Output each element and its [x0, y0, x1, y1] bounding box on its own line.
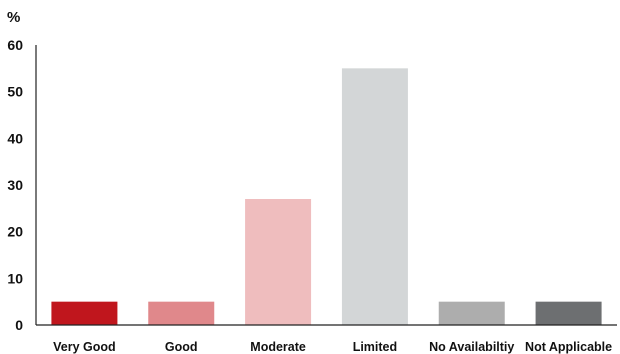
bar — [245, 199, 312, 325]
x-category-label: No Availabiltiy — [429, 340, 514, 354]
y-tick-label: 20 — [7, 224, 23, 240]
x-category-label: Limited — [353, 340, 397, 354]
y-tick-label: 0 — [15, 317, 23, 333]
y-tick-label: 60 — [7, 37, 23, 53]
y-tick-label: 10 — [7, 270, 23, 286]
bar — [535, 301, 602, 325]
bar — [341, 68, 408, 325]
y-tick-label: 40 — [7, 130, 23, 146]
y-tick-label: 30 — [7, 177, 23, 193]
bar — [438, 301, 505, 325]
bar — [51, 301, 118, 325]
bar — [148, 301, 215, 325]
x-category-label: Not Applicable — [525, 340, 612, 354]
y-tick-label: 50 — [7, 84, 23, 100]
y-axis-unit-label: % — [7, 9, 20, 26]
x-category-label: Very Good — [53, 340, 116, 354]
x-category-label: Good — [165, 340, 198, 354]
x-category-label: Moderate — [250, 340, 306, 354]
